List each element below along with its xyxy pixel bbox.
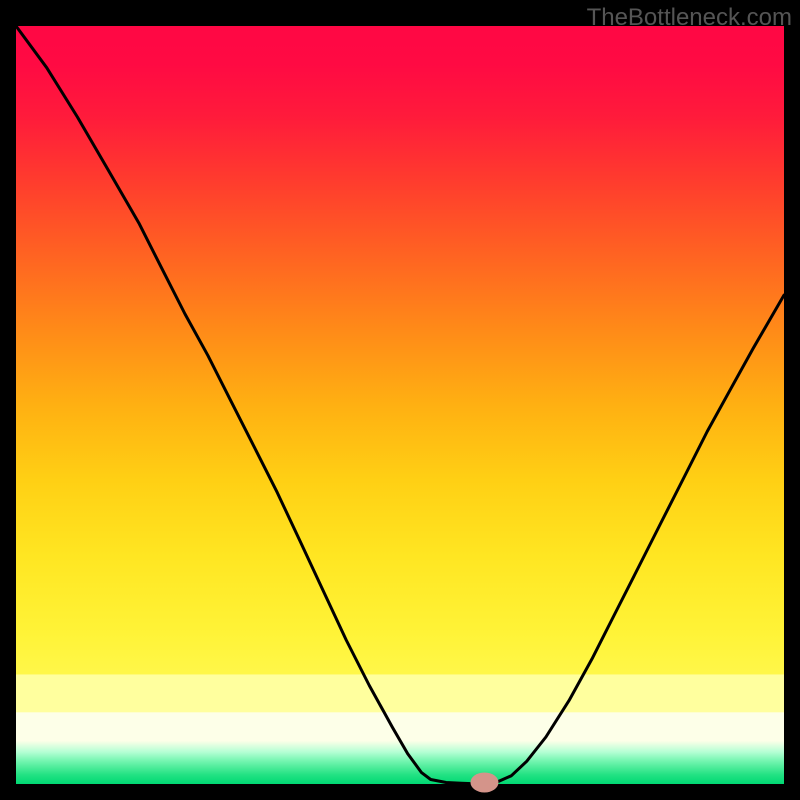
bottleneck-chart	[0, 0, 800, 800]
optimal-marker	[470, 772, 498, 792]
plot-area-gradient	[16, 26, 784, 784]
watermark-text: TheBottleneck.com	[587, 4, 792, 32]
